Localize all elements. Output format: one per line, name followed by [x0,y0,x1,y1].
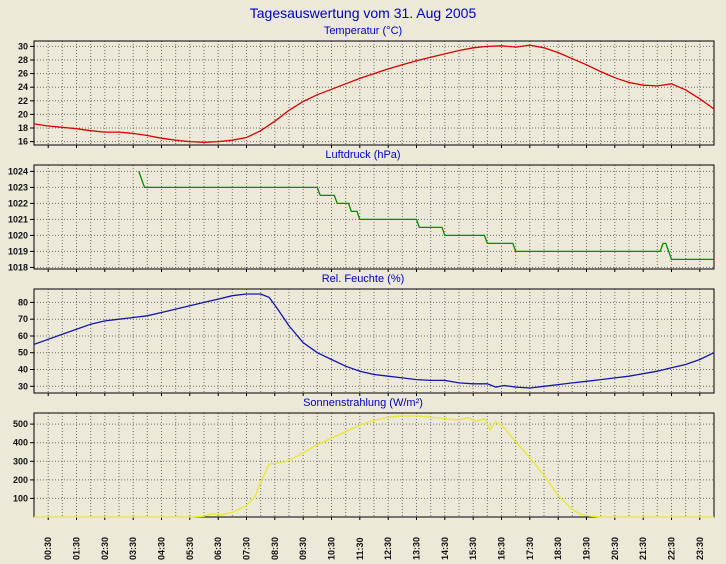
svg-text:11:30: 11:30 [355,537,365,560]
svg-text:15:30: 15:30 [468,537,478,560]
svg-text:23:30: 23:30 [695,537,705,560]
svg-text:04:30: 04:30 [157,537,167,560]
svg-text:05:30: 05:30 [185,537,195,560]
svg-text:21:30: 21:30 [638,537,648,560]
svg-text:08:30: 08:30 [270,537,280,560]
svg-text:09:30: 09:30 [298,537,308,560]
svg-text:1019: 1019 [8,246,28,256]
svg-text:12:30: 12:30 [383,537,393,560]
svg-text:1022: 1022 [8,198,28,208]
svg-text:10:30: 10:30 [327,537,337,560]
svg-text:20: 20 [18,109,28,119]
svg-text:1020: 1020 [8,230,28,240]
solar-radiation-chart-block: Sonnenstrahlung (W/m²) 100 200 300 400 500 [0,396,726,520]
svg-text:60: 60 [18,331,28,341]
svg-text:02:30: 02:30 [100,537,110,560]
temperature-chart: 16 18 20 22 24 26 28 30 [18,40,715,148]
svg-text:400: 400 [13,438,28,448]
svg-text:100: 100 [13,493,28,503]
temperature-chart-block: Temperatur (°C) 16 18 20 22 24 26 28 30 [0,24,726,148]
svg-text:03:30: 03:30 [128,537,138,560]
temperature-chart-title: Temperatur (°C) [323,25,403,37]
svg-text:14:30: 14:30 [440,537,450,560]
svg-text:70: 70 [18,314,28,324]
svg-text:24: 24 [18,82,28,92]
humidity-chart-block: Rel. Feuchte (%) 30 40 50 60 70 80 [0,272,726,396]
humidity-chart-title: Rel. Feuchte (%) [321,273,405,285]
svg-text:20:30: 20:30 [610,537,620,560]
svg-text:28: 28 [18,55,28,65]
svg-text:80: 80 [18,297,28,307]
svg-text:07:30: 07:30 [242,537,252,560]
svg-text:30: 30 [18,381,28,391]
svg-text:13:30: 13:30 [412,537,422,560]
svg-text:30: 30 [18,41,28,51]
svg-text:1018: 1018 [8,262,28,272]
svg-text:16:30: 16:30 [497,537,507,560]
solar-radiation-chart: 100 200 300 400 500 [13,412,715,520]
pressure-chart-block: Luftdruck (hPa) 1018 1019 1020 1021 1022 1023… [0,148,726,272]
svg-text:26: 26 [18,69,28,79]
svg-text:00:30: 00:30 [43,537,53,560]
svg-text:16: 16 [18,137,28,147]
svg-text:500: 500 [13,419,28,429]
time-axis-labels: 00:30 01:30 02:30 03:30 04:30 05:30 06:30 07:30… [43,537,705,560]
svg-text:22: 22 [18,96,28,106]
pressure-chart: 1018 1019 1020 1021 1022 1023 1024 [8,164,715,272]
svg-text:1023: 1023 [8,182,28,192]
svg-text:22:30: 22:30 [667,537,677,560]
svg-text:50: 50 [18,348,28,358]
svg-text:18: 18 [18,123,28,133]
svg-text:01:30: 01:30 [72,537,82,560]
svg-text:18:30: 18:30 [553,537,563,560]
svg-text:17:30: 17:30 [525,537,535,560]
svg-text:1021: 1021 [8,214,28,224]
svg-text:40: 40 [18,365,28,375]
svg-text:300: 300 [13,456,28,466]
svg-text:1024: 1024 [8,166,28,176]
solar-radiation-chart-title: Sonnenstrahlung (W/m²) [303,397,423,409]
svg-text:200: 200 [13,475,28,485]
page-title: Tagesauswertung vom 31. Aug 2005 [249,5,477,21]
svg-text:19:30: 19:30 [582,537,592,560]
pressure-chart-title: Luftdruck (hPa) [325,149,401,161]
svg-text:06:30: 06:30 [213,537,223,560]
humidity-chart: 30 40 50 60 70 80 [18,288,715,396]
